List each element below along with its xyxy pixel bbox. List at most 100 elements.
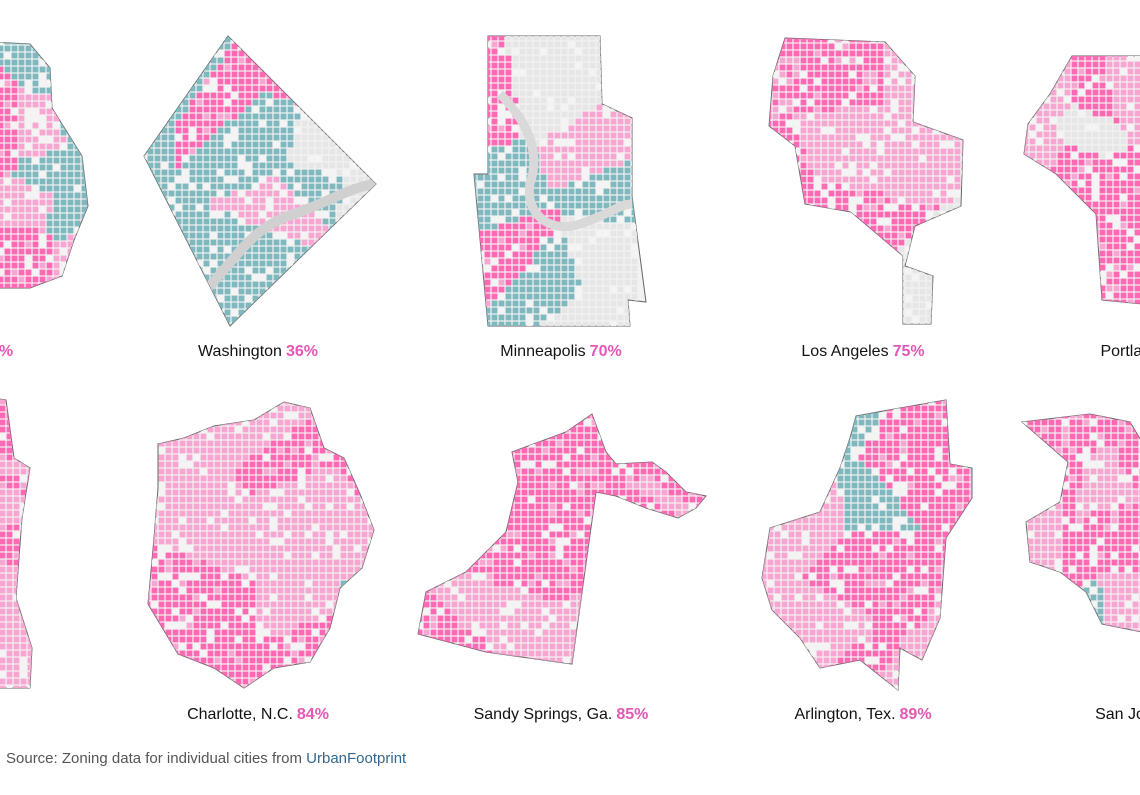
zoning-parcel	[610, 111, 617, 118]
zoning-parcel	[357, 64, 364, 71]
zoning-parcel	[835, 204, 842, 211]
zoning-parcel	[933, 148, 940, 155]
zoning-parcel	[575, 139, 582, 146]
zoning-parcel	[603, 132, 610, 139]
zoning-parcel	[842, 267, 849, 274]
zoning-parcel	[189, 64, 196, 71]
zoning-parcel	[1099, 68, 1106, 75]
zoning-parcel	[315, 281, 322, 288]
zoning-parcel	[575, 188, 582, 195]
zoning-parcel	[67, 241, 74, 248]
zoning-parcel	[231, 183, 238, 190]
zoning-parcel	[11, 234, 18, 241]
zoning-parcel	[533, 244, 540, 251]
zoning-parcel	[266, 64, 273, 71]
zoning-parcel	[877, 120, 884, 127]
zoning-parcel	[1120, 299, 1127, 304]
zoning-parcel	[147, 155, 154, 162]
zoning-parcel	[1064, 138, 1071, 145]
zoning-parcel	[294, 253, 301, 260]
zoning-parcel	[477, 216, 484, 223]
zoning-parcel	[294, 295, 301, 302]
zoning-parcel	[1029, 96, 1036, 103]
zoning-parcel	[1085, 61, 1092, 68]
zoning-parcel	[322, 309, 329, 316]
zoning-parcel	[474, 76, 477, 83]
zoning-parcel	[196, 309, 203, 316]
zoning-parcel	[147, 134, 154, 141]
zoning-parcel	[1029, 145, 1036, 152]
zoning-parcel	[144, 92, 147, 99]
zoning-parcel	[786, 99, 793, 106]
zoning-parcel	[1064, 194, 1071, 201]
zoning-parcel	[870, 43, 877, 50]
zoning-parcel	[498, 230, 505, 237]
zoning-parcel	[379, 212, 385, 218]
zoning-parcel	[224, 99, 231, 106]
zoning-parcel	[821, 92, 828, 99]
zoning-parcel	[926, 64, 933, 71]
zoning-parcel	[498, 125, 505, 132]
zoning-parcel	[266, 295, 273, 302]
zoning-parcel	[1134, 166, 1140, 173]
zoning-parcel	[0, 73, 4, 80]
zoning-parcel	[25, 101, 32, 108]
zoning-parcel	[11, 52, 18, 59]
zoning-parcel	[912, 64, 919, 71]
zoning-parcel	[161, 155, 168, 162]
zoning-parcel	[350, 92, 357, 99]
zoning-parcel	[259, 120, 266, 127]
zoning-parcel	[624, 188, 631, 195]
zoning-parcel	[287, 309, 294, 316]
zoning-parcel	[144, 162, 147, 169]
zoning-parcel	[779, 309, 786, 316]
zoning-parcel	[1043, 208, 1050, 215]
zoning-parcel	[18, 185, 25, 192]
zoning-parcel	[877, 64, 884, 71]
zoning-parcel	[336, 50, 343, 57]
zoning-parcel	[294, 43, 301, 50]
zoning-parcel	[1029, 159, 1036, 166]
zoning-parcel	[96, 123, 102, 129]
zoning-parcel	[547, 195, 554, 202]
zoning-parcel	[46, 52, 53, 59]
zoning-parcel	[39, 255, 46, 262]
zoning-parcel	[786, 92, 793, 99]
zoning-parcel	[53, 122, 60, 129]
zoning-parcel	[1029, 103, 1036, 110]
zoning-parcel	[898, 302, 905, 309]
zoning-parcel	[533, 223, 540, 230]
zoning-parcel	[575, 321, 582, 326]
zoning-parcel	[603, 258, 610, 265]
zoning-parcel	[933, 141, 940, 148]
zoning-parcel	[1036, 56, 1043, 61]
zoning-parcel	[926, 267, 933, 274]
zoning-parcel	[849, 64, 856, 71]
zoning-parcel	[484, 293, 491, 300]
zoning-parcel	[203, 92, 210, 99]
zoning-parcel	[814, 106, 821, 113]
zoning-parcel	[512, 62, 519, 69]
zoning-parcel	[0, 143, 4, 150]
zoning-parcel	[954, 309, 961, 316]
zoning-parcel	[769, 134, 772, 141]
zoning-parcel	[1120, 152, 1127, 159]
zoning-parcel	[772, 246, 779, 253]
zoning-parcel	[870, 274, 877, 281]
zoning-parcel	[189, 127, 196, 134]
zoning-parcel	[238, 225, 245, 232]
zoning-parcel	[379, 219, 385, 225]
zoning-parcel	[182, 162, 189, 169]
zoning-parcel	[568, 83, 575, 90]
zoning-parcel	[814, 57, 821, 64]
zoning-parcel	[568, 209, 575, 216]
zoning-parcel	[196, 323, 203, 326]
zoning-parcel	[11, 178, 18, 185]
zoning-parcel	[863, 218, 870, 225]
zoning-parcel	[884, 141, 891, 148]
zoning-parcel	[96, 172, 102, 178]
zoning-parcel	[168, 169, 175, 176]
zoning-parcel	[1029, 131, 1036, 138]
zoning-parcel	[610, 153, 617, 160]
zoning-parcel	[196, 85, 203, 92]
